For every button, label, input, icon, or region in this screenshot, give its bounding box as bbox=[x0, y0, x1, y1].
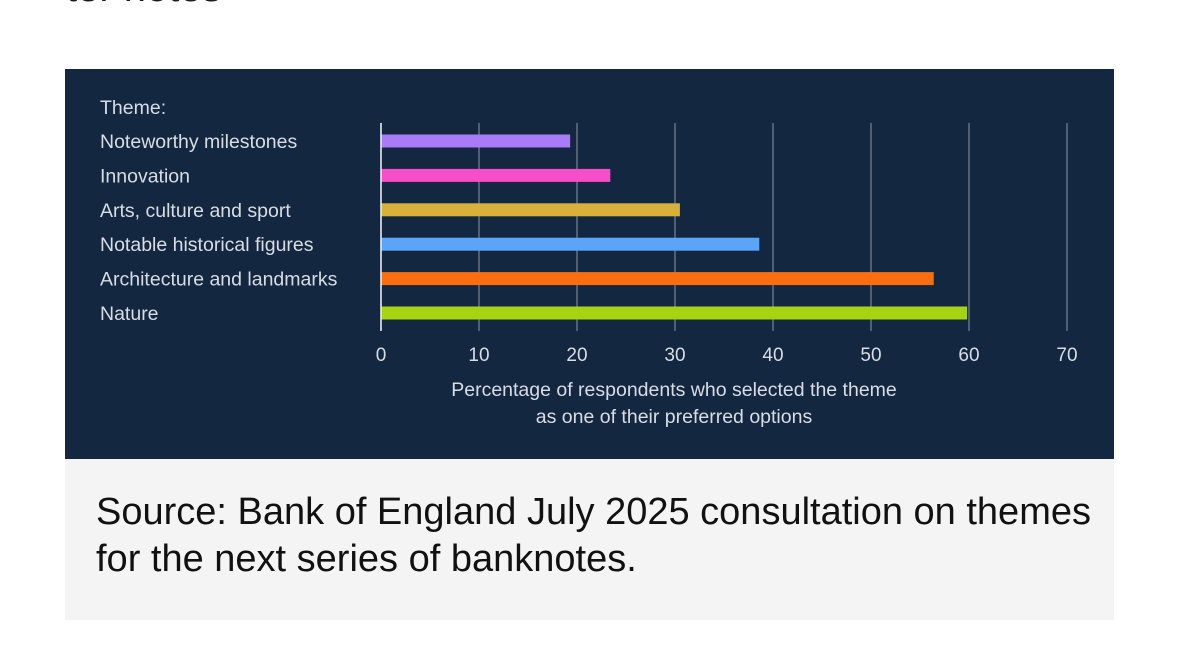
page-heading-fragment: ter notes bbox=[66, 0, 222, 11]
bar bbox=[381, 306, 968, 320]
chart-panel: Noteworthy milestones Innovation Arts, cul… bbox=[65, 69, 1114, 459]
category-label: Nature bbox=[100, 303, 159, 325]
bar bbox=[381, 237, 760, 251]
category-label: Arts, culture and sport bbox=[100, 200, 291, 222]
category-label: Innovation bbox=[100, 165, 190, 187]
bar-chart: Noteworthy milestones Innovation Arts, cul… bbox=[100, 97, 1078, 428]
x-axis-title-line-2: as one of their preferred options bbox=[536, 406, 813, 428]
bar bbox=[381, 272, 934, 286]
source-caption: Source: Bank of England July 2025 consul… bbox=[96, 491, 1091, 580]
category-label: Notable historical figures bbox=[100, 234, 314, 256]
bar bbox=[381, 203, 680, 217]
x-axis-title-line-1: Percentage of respondents who selected t… bbox=[451, 379, 897, 401]
x-tick-label: 20 bbox=[566, 345, 587, 366]
x-tick-label: 40 bbox=[762, 345, 783, 366]
bar bbox=[381, 134, 571, 148]
source-caption-box: Source: Bank of England July 2025 consul… bbox=[65, 459, 1114, 620]
bar bbox=[381, 168, 611, 182]
x-tick-label: 50 bbox=[860, 345, 881, 366]
x-tick-label: 0 bbox=[376, 345, 387, 366]
category-label: Architecture and landmarks bbox=[100, 269, 338, 291]
category-label: Noteworthy milestones bbox=[100, 131, 297, 153]
x-tick-label: 60 bbox=[958, 345, 979, 366]
x-tick-label: 70 bbox=[1056, 345, 1077, 366]
x-tick-label: 10 bbox=[468, 345, 489, 366]
x-tick-label: 30 bbox=[664, 345, 685, 366]
category-header: Theme: bbox=[100, 97, 166, 119]
